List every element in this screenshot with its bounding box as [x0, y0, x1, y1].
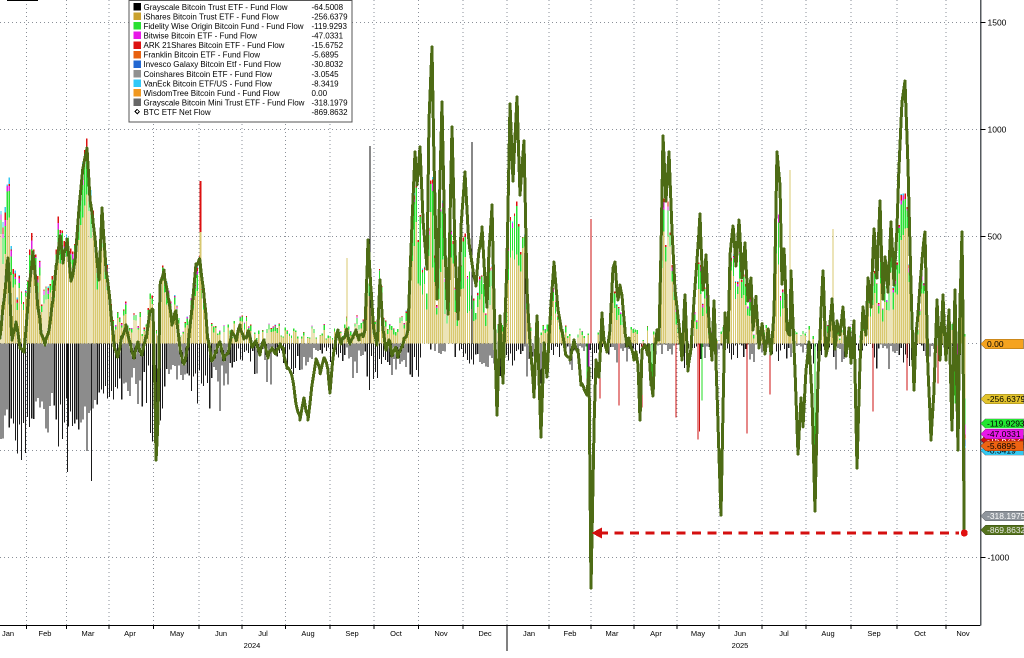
- svg-text:-318.1979: -318.1979: [987, 511, 1024, 521]
- svg-text:Nov: Nov: [434, 629, 448, 638]
- svg-text:Mar: Mar: [606, 629, 619, 638]
- svg-text:-318.1979: -318.1979: [312, 99, 349, 108]
- svg-text:-5.6895: -5.6895: [987, 441, 1016, 451]
- svg-text:Jan: Jan: [2, 629, 14, 638]
- svg-text:ARK 21Shares Bitcoin ETF - Fun: ARK 21Shares Bitcoin ETF - Fund Flow: [144, 41, 285, 50]
- svg-text:WisdomTree Bitcoin Fund - Fund: WisdomTree Bitcoin Fund - Fund Flow: [144, 89, 280, 98]
- svg-text:2024: 2024: [244, 641, 261, 650]
- svg-text:-119.9293: -119.9293: [987, 419, 1024, 429]
- svg-text:iShares Bitcoin Trust ETF - Fu: iShares Bitcoin Trust ETF - Fund Flow: [144, 12, 279, 21]
- svg-text:Feb: Feb: [564, 629, 577, 638]
- svg-text:-5.6895: -5.6895: [312, 51, 340, 60]
- svg-text:Grayscale Bitcoin Trust ETF -: Grayscale Bitcoin Trust ETF - Fund Flow: [144, 3, 288, 12]
- svg-text:Nov: Nov: [956, 629, 970, 638]
- svg-text:Bitwise Bitcoin ETF - Fund Flo: Bitwise Bitcoin ETF - Fund Flow: [144, 32, 258, 41]
- svg-text:-47.0331: -47.0331: [987, 429, 1021, 439]
- svg-text:-8.3419: -8.3419: [312, 79, 340, 88]
- svg-text:2025: 2025: [732, 641, 749, 650]
- svg-text:Apr: Apr: [650, 629, 662, 638]
- svg-text:Sep: Sep: [345, 629, 358, 638]
- svg-text:May: May: [170, 629, 184, 638]
- svg-text:Oct: Oct: [390, 629, 403, 638]
- svg-text:Feb: Feb: [39, 629, 52, 638]
- svg-text:-15.6752: -15.6752: [987, 435, 1021, 445]
- svg-text:Coinshares Bitcoin ETF - Fund: Coinshares Bitcoin ETF - Fund Flow: [144, 70, 273, 79]
- svg-text:-64.5008: -64.5008: [312, 3, 344, 12]
- svg-text:500: 500: [988, 232, 1002, 242]
- svg-text:-15.6752: -15.6752: [312, 41, 344, 50]
- svg-text:Jan: Jan: [523, 629, 535, 638]
- svg-text:Sep: Sep: [867, 629, 880, 638]
- svg-text:-256.6379: -256.6379: [987, 394, 1024, 404]
- svg-text:0.00: 0.00: [987, 339, 1004, 349]
- svg-text:-1000: -1000: [988, 553, 1010, 563]
- svg-text:Aug: Aug: [821, 629, 834, 638]
- svg-text:1500: 1500: [988, 18, 1007, 28]
- svg-text:Dec: Dec: [478, 629, 492, 638]
- svg-text:-30.8032: -30.8032: [312, 60, 344, 69]
- svg-text:Apr: Apr: [124, 629, 136, 638]
- svg-text:May: May: [691, 629, 705, 638]
- svg-text:Mar: Mar: [82, 629, 95, 638]
- svg-text:Oct: Oct: [914, 629, 927, 638]
- svg-text:Grayscale Bitcoin Mini Trust E: Grayscale Bitcoin Mini Trust ETF - Fund …: [144, 99, 305, 108]
- svg-text:0.00: 0.00: [312, 89, 328, 98]
- svg-text:Franklin Bitcoin ETF - Fund Fl: Franklin Bitcoin ETF - Fund Flow: [144, 51, 261, 60]
- svg-text:BTC ETF Net Flow: BTC ETF Net Flow: [144, 108, 211, 117]
- svg-text:-256.6379: -256.6379: [312, 12, 349, 21]
- svg-text:-869.8632: -869.8632: [987, 525, 1024, 535]
- svg-text:Aug: Aug: [301, 629, 314, 638]
- svg-text:-47.0331: -47.0331: [312, 32, 344, 41]
- svg-text:Jul: Jul: [258, 629, 268, 638]
- svg-text:VanEck Bitcoin ETF/US - Fund F: VanEck Bitcoin ETF/US - Fund Flow: [144, 79, 273, 88]
- svg-text:Jun: Jun: [215, 629, 227, 638]
- svg-text:1000: 1000: [988, 125, 1007, 135]
- svg-text:-869.8632: -869.8632: [312, 108, 349, 117]
- svg-text:Jul: Jul: [779, 629, 789, 638]
- svg-text:Jun: Jun: [734, 629, 746, 638]
- svg-text:-3.0545: -3.0545: [312, 70, 340, 79]
- svg-text:Fidelity Wise Origin Bitcoin F: Fidelity Wise Origin Bitcoin Fund - Fund…: [144, 22, 304, 31]
- svg-text:-119.9293: -119.9293: [312, 22, 348, 31]
- svg-text:Invesco Galaxy Bitcoin Etf - F: Invesco Galaxy Bitcoin Etf - Fund Flow: [144, 60, 282, 69]
